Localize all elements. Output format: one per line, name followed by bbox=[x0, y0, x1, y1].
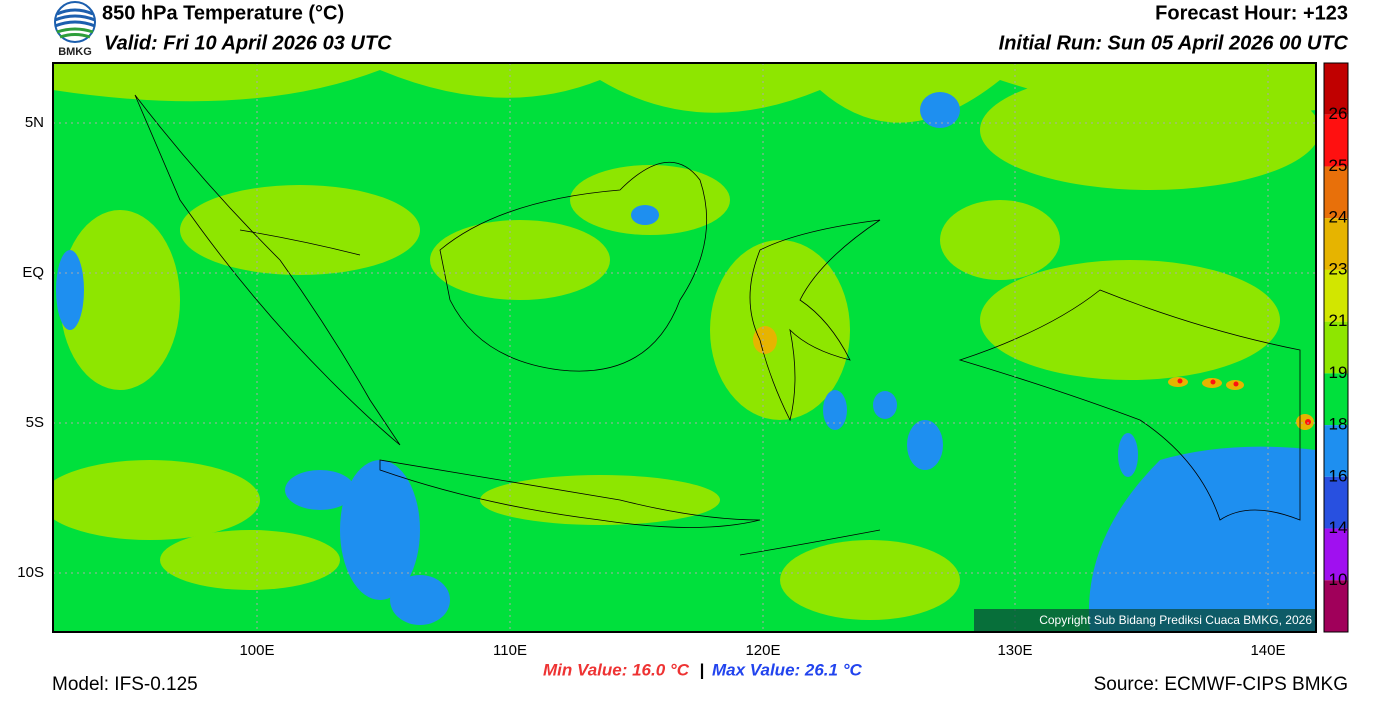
colorbar-swatch bbox=[1324, 373, 1348, 426]
lon-label: 110E bbox=[493, 642, 527, 659]
colorbar-swatch bbox=[1324, 476, 1348, 529]
colorbar-swatch bbox=[1324, 321, 1348, 374]
max-value: Max Value: 26.1 °C bbox=[712, 660, 863, 679]
colorbar-swatch bbox=[1324, 218, 1348, 270]
lat-label: 5N bbox=[25, 114, 44, 131]
lon-label: 130E bbox=[997, 642, 1032, 659]
lat-label: 5S bbox=[26, 414, 44, 431]
lon-label: 120E bbox=[745, 642, 780, 659]
lon-label: 140E bbox=[1250, 642, 1285, 659]
colorbar-swatch bbox=[1324, 63, 1348, 115]
initial-run: Initial Run: Sun 05 April 2026 00 UTC bbox=[999, 32, 1349, 54]
colorbar-label: 18 bbox=[1329, 415, 1348, 434]
map-frame bbox=[52, 62, 1317, 633]
colorbar-swatch bbox=[1324, 425, 1348, 477]
colorbar-label: 10 bbox=[1329, 570, 1348, 589]
logo-text: BMKG bbox=[58, 46, 92, 58]
lat-labels: 5N EQ 5S 10S bbox=[17, 114, 44, 581]
source: Source: ECMWF-CIPS BMKG bbox=[1094, 674, 1348, 695]
colorbar-label: 21 bbox=[1329, 311, 1348, 330]
map-field: Copyright Sub Bidang Prediksi Cuaca BMKG… bbox=[53, 63, 1316, 632]
forecast-hour: Forecast Hour: +123 bbox=[1155, 2, 1348, 24]
separator: | bbox=[700, 660, 705, 679]
graticule bbox=[53, 63, 1316, 632]
colorbar-swatch bbox=[1324, 269, 1348, 322]
colorbar-label: 19 bbox=[1329, 363, 1348, 382]
model: Model: IFS-0.125 bbox=[52, 674, 198, 695]
logo: BMKG bbox=[54, 1, 96, 58]
colorbar-label: 24 bbox=[1329, 208, 1348, 227]
colorbar-label: 26 bbox=[1329, 104, 1348, 123]
colorbar-label: 23 bbox=[1329, 259, 1348, 278]
title: 850 hPa Temperature (°C) bbox=[102, 2, 344, 24]
colorbar: 26 25 24 23 21 19 18 16 14 10 bbox=[1323, 62, 1349, 633]
lon-labels: 100E 110E 120E 130E 140E bbox=[239, 642, 1285, 659]
valid-time: Valid: Fri 10 April 2026 03 UTC bbox=[104, 32, 392, 54]
colorbar-label: 16 bbox=[1329, 466, 1348, 485]
lat-label: 10S bbox=[17, 564, 44, 581]
lon-label: 100E bbox=[239, 642, 274, 659]
colorbar-label: 14 bbox=[1329, 518, 1348, 537]
colorbar-swatch bbox=[1324, 528, 1348, 581]
lat-label: EQ bbox=[22, 264, 44, 281]
colorbar-swatch bbox=[1324, 580, 1348, 632]
min-value: Min Value: 16.0 °C bbox=[543, 660, 690, 679]
colorbar-swatch bbox=[1324, 114, 1348, 167]
colorbar-swatch bbox=[1324, 166, 1348, 219]
copyright: Copyright Sub Bidang Prediksi Cuaca BMKG… bbox=[1039, 613, 1312, 627]
colorbar-frame bbox=[1323, 62, 1349, 633]
colorbar-label: 25 bbox=[1329, 156, 1348, 175]
